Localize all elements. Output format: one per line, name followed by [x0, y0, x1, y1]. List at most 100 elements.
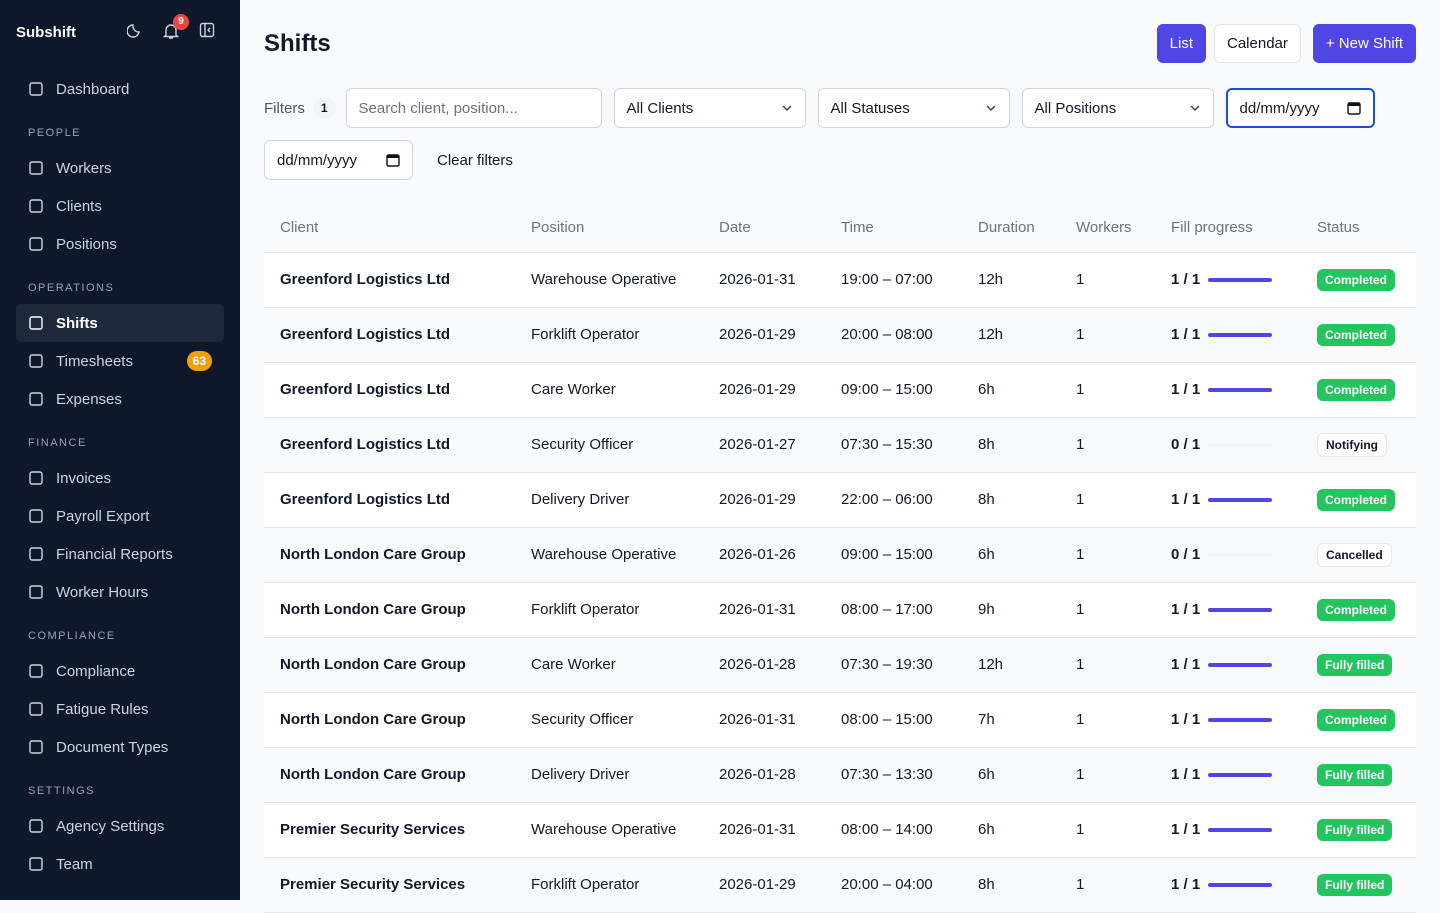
shift-row[interactable]: North London Care Group Care Worker 2026-0… [264, 637, 1416, 693]
nav-item[interactable]: Fatigue Rules [16, 690, 224, 728]
progress-fill [1208, 883, 1273, 888]
nav-label: Workers [56, 159, 112, 177]
fill-text: 0 / 1 [1171, 436, 1201, 453]
shift-row[interactable]: Greenford Logistics Ltd Warehouse Operati… [264, 252, 1416, 308]
column-header: Workers [1060, 204, 1155, 253]
date-to-input[interactable]: dd/mm/yyyy [264, 140, 413, 180]
cell: Greenford Logistics Ltd [264, 252, 515, 308]
nav-item[interactable]: Invoices [16, 459, 224, 497]
nav-item[interactable]: Team [16, 845, 224, 883]
nav-item[interactable]: Expenses [16, 380, 224, 418]
nav-icon [29, 664, 43, 678]
status-cell: Fully filled [1301, 637, 1416, 693]
status-cell: Fully filled [1301, 747, 1416, 803]
shift-row[interactable]: North London Care Group Forklift Operator… [264, 582, 1416, 638]
client-select[interactable]: All Clients [613, 88, 806, 128]
column-header: Fill progress [1155, 204, 1301, 253]
fill-progress: 1 / 1 [1155, 307, 1301, 363]
status-badge: Completed [1317, 708, 1396, 731]
cell: North London Care Group [264, 747, 515, 803]
nav-item[interactable]: Timesheets 63 [16, 342, 224, 380]
collapse-sidebar[interactable] [199, 22, 215, 38]
clear-filters[interactable]: Clear filters [437, 151, 513, 169]
date-from-input[interactable]: dd/mm/yyyy [1225, 88, 1375, 128]
select-value: All Clients [626, 99, 694, 117]
cell: 8h [962, 472, 1060, 528]
fill-text: 1 / 1 [1171, 766, 1201, 783]
nav-item[interactable]: Clients [16, 187, 224, 225]
position-select[interactable]: All Positions [1021, 88, 1214, 128]
cell: 1 [1060, 857, 1155, 913]
nav-label: Dashboard [56, 80, 130, 98]
calendar-button[interactable]: Calendar [1214, 24, 1301, 63]
calendar-icon [1346, 102, 1361, 115]
cell: Security Officer [515, 417, 703, 473]
shift-row[interactable]: Greenford Logistics Ltd Forklift Operator… [264, 307, 1416, 363]
cell: 20:00 – 08:00 [825, 307, 962, 363]
fill-progress: 1 / 1 [1155, 582, 1301, 638]
main: Shifts List Calendar + New Shift Filters… [240, 0, 1440, 913]
progress-fill [1208, 608, 1273, 613]
status-select[interactable]: All Statuses [817, 88, 1010, 128]
section-title: PEOPLE [28, 127, 82, 139]
cell: 6h [962, 527, 1060, 583]
search-input[interactable]: Search client, position... [345, 88, 602, 128]
theme-toggle[interactable] [127, 22, 143, 38]
cell: 09:00 – 15:00 [825, 362, 962, 418]
progress-fill [1208, 388, 1273, 393]
nav-label: Payroll Export [56, 507, 150, 525]
shift-row[interactable]: Premier Security Services Forklift Operat… [264, 857, 1416, 913]
nav-icon [29, 819, 43, 833]
status-cell: Fully filled [1301, 802, 1416, 858]
nav-item[interactable]: Agency Settings [16, 807, 224, 845]
nav-icon [29, 740, 43, 754]
section-title: OPERATIONS [28, 282, 115, 294]
nav-icon [29, 509, 43, 523]
nav-item[interactable]: Positions [16, 225, 224, 263]
cell: 08:00 – 17:00 [825, 582, 962, 638]
cell: Premier Security Services [264, 802, 515, 858]
status-cell: Notifying [1301, 417, 1416, 473]
nav-item[interactable]: Payroll Export [16, 497, 224, 535]
nav-label: Team [56, 855, 93, 873]
cell: Premier Security Services [264, 857, 515, 913]
shift-row[interactable]: Greenford Logistics Ltd Delivery Driver 20… [264, 472, 1416, 528]
date-placeholder: dd/mm/yyyy [277, 151, 358, 169]
calendar-icon [386, 154, 400, 167]
fill-progress: 1 / 1 [1155, 472, 1301, 528]
shift-row[interactable]: Greenford Logistics Ltd Care Worker 2026-0… [264, 362, 1416, 418]
nav-icon [29, 585, 43, 599]
sidebar: Subshift 9 Dashboard PEOPLE Workers Clients… [0, 0, 240, 900]
shift-row[interactable]: North London Care Group Delivery Driver 20… [264, 747, 1416, 803]
notification-badge: 9 [173, 14, 189, 30]
nav-item[interactable]: Compliance [16, 652, 224, 690]
cell: Greenford Logistics Ltd [264, 307, 515, 363]
cell: 1 [1060, 472, 1155, 528]
fill-progress: 0 / 1 [1155, 527, 1301, 583]
progress-fill [1208, 278, 1273, 283]
fill-text: 1 / 1 [1171, 821, 1201, 838]
shift-row[interactable]: Premier Security Services Warehouse Opera… [264, 802, 1416, 858]
fill-text: 1 / 1 [1171, 711, 1201, 728]
cell: 1 [1060, 362, 1155, 418]
cell: Warehouse Operative [515, 527, 703, 583]
cell: 2026-01-27 [703, 417, 825, 473]
nav-item[interactable]: Financial Reports [16, 535, 224, 573]
column-header: Status [1301, 204, 1416, 253]
cell: Delivery Driver [515, 472, 703, 528]
new-shift-button[interactable]: + New Shift [1312, 24, 1416, 63]
nav-item[interactable]: Worker Hours [16, 573, 224, 611]
shift-row[interactable]: North London Care Group Security Officer 2… [264, 692, 1416, 748]
cell: 2026-01-31 [703, 802, 825, 858]
progress-fill [1208, 773, 1273, 778]
nav-label: Agency Settings [56, 817, 165, 835]
list-button[interactable]: List [1156, 24, 1206, 63]
nav-item[interactable]: Workers [16, 149, 224, 187]
shift-row[interactable]: North London Care Group Warehouse Operati… [264, 527, 1416, 583]
nav-item[interactable]: Dashboard [16, 70, 224, 108]
cell: 2026-01-29 [703, 472, 825, 528]
nav-item[interactable]: Shifts [16, 304, 224, 342]
shift-row[interactable]: Greenford Logistics Ltd Security Officer 2… [264, 417, 1416, 473]
select-value: All Positions [1034, 99, 1117, 117]
nav-item[interactable]: Document Types [16, 728, 224, 766]
